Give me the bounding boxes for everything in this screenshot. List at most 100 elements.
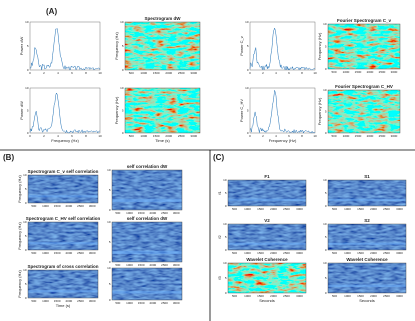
x-tick-label: 2000	[149, 211, 156, 215]
spectrum-line	[29, 92, 100, 134]
x-tick-label: 1500	[54, 204, 61, 208]
y-tick-label: 5	[122, 44, 124, 48]
band	[328, 198, 406, 201]
y-tick-label: 5	[325, 235, 327, 239]
band	[28, 290, 98, 293]
y-tick-label: 5	[325, 191, 327, 195]
spectrogram	[28, 270, 98, 298]
y-tick-label: 5	[25, 187, 27, 191]
y-tick-label: 10	[120, 86, 124, 90]
y-tick-label: 5	[225, 276, 227, 280]
y-tick-label: 5	[325, 44, 327, 48]
x-tick-label: 3000	[296, 207, 303, 211]
y-tick-label: 0	[109, 260, 111, 264]
plot-frame	[29, 87, 101, 134]
x-tick-label: 2500	[283, 207, 290, 211]
x-tick-label: 1000	[42, 299, 49, 303]
x-tick-label: 2500	[283, 251, 290, 255]
y-axis-label: Power C_HV	[239, 99, 244, 122]
y-tick-label: 5	[109, 188, 111, 192]
x-tick-label: 2	[43, 134, 45, 138]
x-tick-label: 2500	[161, 211, 168, 215]
x-tick-label: 2500	[161, 263, 168, 267]
x-tick-label: 500	[332, 294, 337, 298]
x-tick-label: 0	[29, 134, 31, 138]
plot-title: Spectrogram C_HV self correlation	[26, 216, 101, 221]
x-tick-label: 10	[313, 71, 317, 75]
y-tick-label: 5	[25, 282, 27, 286]
y-tick-label: 0	[109, 208, 111, 212]
y-axis-label: f3	[217, 276, 222, 280]
x-tick-label: 10	[98, 71, 102, 75]
x-tick-label: 2000	[270, 207, 277, 211]
x-tick-label: 3000	[296, 294, 303, 298]
x-tick-label: 1500	[355, 134, 362, 138]
y-tick-label: 5	[25, 234, 27, 238]
x-tick-label: 1500	[257, 207, 264, 211]
y-tick-label: 10	[223, 222, 227, 226]
x-tick-label: 8	[85, 71, 87, 75]
x-tick-label: 500	[331, 134, 336, 138]
spectrogram	[228, 180, 306, 206]
x-tick-label: 10	[313, 134, 317, 138]
x-axis-label: Seconds	[359, 298, 375, 303]
x-tick-label: 500	[115, 301, 120, 305]
y-tick-label: 0	[25, 248, 27, 252]
plot-frame	[111, 169, 183, 211]
x-tick-label: 1500	[357, 294, 364, 298]
y-tick-label: 10	[25, 20, 29, 24]
y-tick-label: 5	[325, 109, 327, 113]
y-tick-label: 5	[247, 108, 249, 112]
plot-title: F1	[264, 174, 270, 179]
y-tick-label: 10	[323, 178, 327, 182]
x-tick-label: 1000	[343, 70, 350, 74]
x-tick-label: 2000	[270, 251, 277, 255]
x-tick-label: 2	[43, 71, 45, 75]
x-tick-label: 1000	[42, 204, 49, 208]
y-axis-label: Power dW	[19, 37, 24, 56]
x-tick-label: 1500	[138, 301, 145, 305]
x-tick-label: 500	[232, 251, 237, 255]
y-tick-label: 10	[25, 86, 29, 90]
plot-frame	[227, 262, 307, 294]
x-tick-label: 1500	[54, 251, 61, 255]
x-tick-label: 2500	[379, 70, 386, 74]
spectrum-line	[249, 90, 316, 134]
x-tick-label: 1000	[344, 251, 351, 255]
y-axis-label: Frequency (Hz)	[114, 96, 119, 124]
x-tick-label: 3000	[190, 71, 197, 75]
y-tick-label: 0	[225, 291, 227, 295]
x-tick-label: 8	[85, 134, 87, 138]
y-tick-label: 10	[223, 178, 227, 182]
band	[112, 198, 182, 202]
x-tick-label: 8	[301, 134, 303, 138]
x-tick-label: 2500	[77, 299, 84, 303]
y-tick-label: 10	[223, 261, 227, 265]
spectrum-line	[29, 28, 101, 71]
plot-title: Spectrogram C_v self correlation	[28, 169, 99, 174]
x-tick-label: 2000	[270, 294, 277, 298]
y-tick-label: 10	[107, 168, 111, 172]
x-axis-label: Time (s)	[155, 138, 170, 143]
y-tick-label: 10	[323, 88, 327, 92]
x-tick-label: 4	[275, 134, 277, 138]
y-tick-label: 0	[325, 248, 327, 252]
y-tick-label: 0	[27, 68, 29, 72]
x-tick-label: 2500	[77, 204, 84, 208]
y-tick-label: 5	[225, 235, 227, 239]
x-tick-label: 500	[331, 70, 336, 74]
spectrogram	[328, 90, 400, 133]
x-tick-label: 500	[129, 71, 134, 75]
plot-frame	[111, 221, 183, 263]
y-tick-label: 0	[122, 131, 124, 135]
y-tick-label: 5	[122, 108, 124, 112]
y-tick-label: 10	[245, 86, 249, 90]
x-tick-label: 2500	[283, 294, 290, 298]
x-tick-label: 0	[249, 71, 251, 75]
x-tick-label: 500	[232, 207, 237, 211]
x-axis-label: Frequency (Hz)	[269, 138, 297, 143]
plot-title: Fourier Spectrogram C_HV	[335, 84, 393, 89]
x-tick-label: 2500	[161, 301, 168, 305]
spectrogram	[112, 222, 182, 262]
